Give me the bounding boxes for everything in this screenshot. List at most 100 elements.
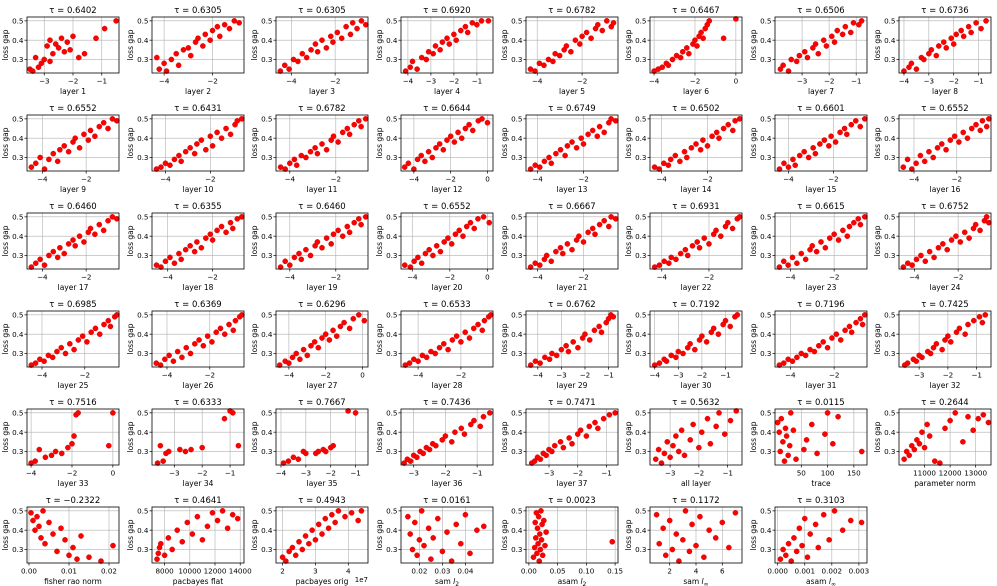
data-point (346, 325, 353, 332)
x-tick-label: 8000 (155, 567, 174, 576)
panel-title: τ = 0.6467 (672, 6, 719, 16)
x-axis-label: layer 6 (683, 87, 709, 96)
y-tick-label: 0.5 (261, 16, 272, 25)
data-point (696, 444, 702, 451)
panel-5: 0.3 0.4 0.5 −4 −2 τ = 0.6782 layer 5 loss gap (500, 6, 619, 96)
data-point (541, 517, 547, 524)
x-axis-label: layer 20 (432, 283, 463, 292)
y-tick-label: 0.4 (884, 330, 896, 339)
data-point (733, 16, 739, 22)
panel-2: 0.3 0.4 0.5 −4 −2 τ = 0.6305 layer 2 loss gap (126, 6, 245, 96)
y-tick-label: 0.3 (261, 55, 272, 64)
y-axis-label: loss gap (873, 29, 882, 60)
data-point (538, 508, 544, 514)
y-tick-label: 0.3 (137, 447, 148, 456)
data-point (677, 250, 684, 257)
data-point (224, 525, 231, 532)
x-tick-label: −2 (79, 371, 90, 380)
axes-frame (898, 212, 992, 270)
panel-title: τ = 0.6402 (49, 6, 96, 16)
data-point (847, 29, 854, 36)
data-point (41, 56, 48, 63)
data-point (96, 331, 103, 337)
data-point (47, 37, 53, 43)
x-tick-label: −3 (556, 371, 567, 380)
data-point (312, 145, 318, 151)
data-point (32, 160, 39, 167)
data-point (341, 319, 347, 326)
panel-title: τ = 0.6752 (921, 202, 968, 212)
y-tick-label: 0.3 (261, 153, 272, 162)
data-point (801, 148, 807, 155)
data-point (594, 133, 601, 140)
x-tick-label: −3 (39, 77, 50, 86)
data-point (701, 554, 707, 561)
data-point (677, 158, 683, 165)
data-point (848, 329, 855, 336)
data-point (303, 54, 310, 61)
data-point (462, 23, 469, 30)
data-point (354, 25, 360, 32)
data-point (96, 123, 103, 130)
data-point (789, 358, 796, 365)
data-point (681, 148, 688, 155)
data-point (415, 358, 421, 365)
data-point (686, 50, 692, 57)
data-point (560, 250, 566, 257)
y-tick-label: 0.4 (12, 36, 24, 45)
data-point (706, 18, 713, 24)
x-tick-label: −4 (162, 371, 173, 380)
data-point (37, 154, 43, 161)
data-point (950, 41, 957, 47)
data-point (537, 164, 543, 170)
data-point (780, 258, 787, 265)
data-point (579, 33, 585, 40)
data-point (665, 162, 672, 169)
x-tick-label: 2 (280, 567, 285, 576)
data-point (575, 344, 581, 351)
y-tick-label: 0.4 (511, 428, 523, 437)
x-axis-label: layer 5 (559, 87, 585, 96)
data-point (820, 37, 827, 43)
data-point (911, 446, 918, 453)
y-tick-label: 0.5 (760, 310, 771, 319)
x-tick-label: −3 (797, 77, 808, 86)
data-point (462, 125, 469, 132)
y-tick-label: 0.3 (635, 251, 646, 260)
y-axis-label: loss gap (375, 323, 384, 354)
data-point (841, 125, 848, 132)
data-point (170, 358, 177, 365)
x-axis-label: fisher rao norm (44, 577, 102, 586)
data-point (820, 339, 826, 345)
data-point (716, 135, 722, 141)
y-axis-label: loss gap (500, 225, 509, 256)
data-point (698, 429, 705, 435)
panel-title: τ = 0.6305 (298, 6, 345, 16)
data-point (337, 323, 344, 330)
panel-7: 0.3 0.4 0.5 −3 −2 −1 τ = 0.6506 layer 7 loss gap (749, 6, 868, 96)
data-point (532, 519, 539, 526)
panel-title: τ = 0.6931 (672, 202, 719, 212)
x-tick-label: 12000 (204, 567, 227, 576)
data-point (409, 546, 416, 553)
data-point (680, 350, 686, 357)
data-point (29, 68, 36, 74)
data-point (729, 225, 736, 232)
x-axis-label: all layer (681, 479, 712, 488)
data-point (439, 39, 446, 45)
x-tick-label: 13000 (964, 469, 987, 478)
data-point (194, 141, 200, 147)
data-point (171, 156, 178, 163)
data-point (474, 21, 480, 28)
data-point (72, 135, 78, 141)
data-point (448, 241, 455, 247)
x-tick-label: −2 (456, 371, 467, 380)
data-point (831, 39, 838, 45)
data-point (178, 256, 184, 263)
data-point (846, 223, 853, 230)
data-point (577, 427, 584, 434)
data-point (453, 37, 460, 43)
y-axis-label: loss gap (250, 421, 259, 452)
axes-frame (275, 16, 369, 74)
data-point (577, 41, 583, 47)
